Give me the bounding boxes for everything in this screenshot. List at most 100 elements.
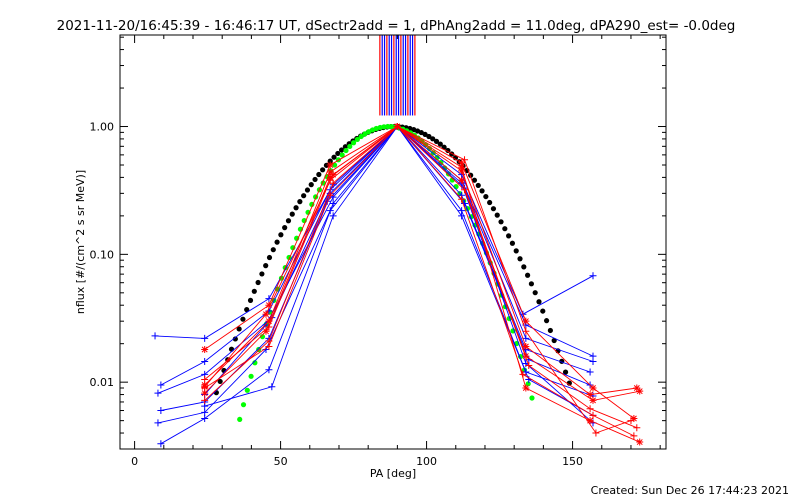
x-axis-label: PA [deg] xyxy=(370,467,416,480)
plot-series-group xyxy=(151,35,644,448)
data-point xyxy=(458,176,466,184)
fit-dot xyxy=(487,199,493,206)
fit-dot xyxy=(521,264,527,270)
fit-dot xyxy=(308,182,314,188)
fit-dot xyxy=(543,318,550,324)
data-point xyxy=(329,199,337,207)
series-2 xyxy=(154,123,597,397)
fit-dot xyxy=(343,147,349,154)
series-line xyxy=(154,125,594,339)
fit-dot xyxy=(304,187,311,193)
data-point xyxy=(586,417,594,425)
fit-dot xyxy=(312,176,318,183)
data-point xyxy=(329,171,337,179)
fit-dot xyxy=(354,136,360,143)
data-point xyxy=(458,195,466,203)
fit-dot xyxy=(263,263,269,269)
data-point xyxy=(589,411,597,419)
data-point xyxy=(636,387,644,395)
x-tick-label: 150 xyxy=(562,455,583,468)
data-point xyxy=(636,438,644,446)
data-point xyxy=(326,161,334,169)
fit-dot xyxy=(517,256,523,262)
fit-dot xyxy=(342,144,349,150)
fit-dot xyxy=(547,327,553,334)
data-point xyxy=(458,212,466,220)
series-line xyxy=(160,125,594,445)
series-line xyxy=(204,125,637,396)
fit-dot xyxy=(339,147,345,153)
fit-dot xyxy=(247,297,254,303)
data-point xyxy=(592,429,600,437)
fit-dot xyxy=(339,152,345,158)
data-point xyxy=(633,384,641,392)
data-point xyxy=(201,408,209,416)
fit-dot xyxy=(331,154,337,160)
data-point xyxy=(458,163,466,171)
fit-dot xyxy=(297,198,303,205)
data-point xyxy=(627,417,635,425)
data-point xyxy=(201,334,209,342)
fit-dot xyxy=(323,162,330,168)
data-point xyxy=(326,191,334,199)
fit-dot xyxy=(453,184,459,190)
fit-dot xyxy=(475,182,481,189)
data-point xyxy=(262,327,270,335)
series-line xyxy=(204,125,635,419)
data-point xyxy=(589,384,597,392)
fit-dot xyxy=(266,254,273,261)
fit-dot xyxy=(525,272,531,278)
data-point xyxy=(326,168,334,176)
data-point xyxy=(201,375,209,383)
fit-dot xyxy=(498,219,504,225)
data-point xyxy=(461,199,469,207)
fit-dot xyxy=(483,193,489,200)
fit-dot xyxy=(494,212,500,218)
fit-dot xyxy=(426,133,432,140)
fit-dot xyxy=(237,416,243,423)
series-line xyxy=(204,125,640,443)
fit-dot xyxy=(240,402,247,408)
data-point xyxy=(157,440,165,448)
series-line xyxy=(204,125,635,437)
data-point xyxy=(201,358,209,366)
fit-dot xyxy=(422,131,428,138)
fit-dot xyxy=(437,141,443,147)
data-point xyxy=(201,389,209,397)
fit-dot xyxy=(525,381,531,387)
data-point xyxy=(329,212,337,220)
data-point xyxy=(154,419,162,427)
fit-dot xyxy=(540,308,546,314)
fit-dot xyxy=(293,205,299,211)
series-line xyxy=(157,125,594,394)
fit-dot xyxy=(551,337,557,344)
data-point xyxy=(589,272,597,280)
fit-dot xyxy=(228,346,235,352)
fit-dot xyxy=(385,123,391,130)
x-tick-label: 0 xyxy=(131,455,138,468)
series-5 xyxy=(157,123,597,448)
fit-dot xyxy=(256,346,262,353)
fit-dot xyxy=(506,233,512,239)
fit-dot xyxy=(301,193,307,199)
data-point xyxy=(201,346,209,354)
fit-dot xyxy=(285,218,292,224)
series-6 xyxy=(201,123,597,419)
series-9 xyxy=(201,123,641,399)
fit-dot xyxy=(529,395,535,401)
data-point xyxy=(522,317,530,325)
fit-dot xyxy=(350,140,357,146)
chart-title: 2021-11-20/16:45:39 - 16:46:17 UT, dSect… xyxy=(57,18,736,34)
fit-dot xyxy=(362,131,368,137)
fit-dot xyxy=(335,150,341,157)
fit-dot xyxy=(327,158,333,164)
fit-dot xyxy=(289,211,295,217)
plot-frame xyxy=(119,34,667,450)
series-line xyxy=(204,125,594,416)
axis-ticks: 0 50 100 150 0.01 0.10 1.00 xyxy=(90,35,666,468)
data-point xyxy=(265,301,273,309)
data-point xyxy=(154,389,162,397)
created-timestamp: Created: Sun Dec 26 17:44:23 2021 xyxy=(591,484,789,497)
fit-dot xyxy=(502,226,508,232)
